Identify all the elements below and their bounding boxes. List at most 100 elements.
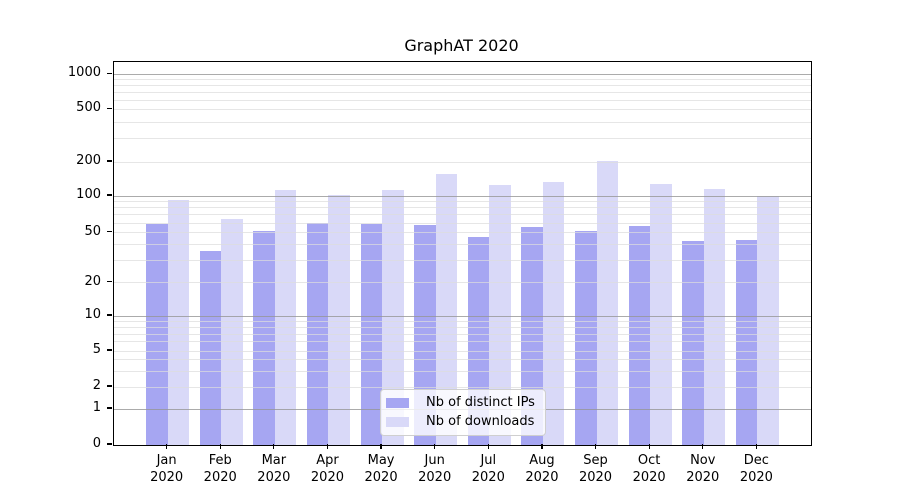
gridline-minor — [114, 341, 811, 343]
y-tick-label: 1 — [92, 400, 101, 415]
y-tick-mark — [107, 407, 112, 409]
y-tick-mark — [107, 443, 112, 445]
x-tick-label-year: 2020 — [686, 470, 720, 485]
gridline-minor — [114, 79, 811, 81]
x-tick-label: Sep 2020 — [564, 452, 628, 486]
x-tick-label: Apr 2020 — [295, 452, 359, 486]
x-tick-label: Oct 2020 — [617, 452, 681, 486]
bar-downloads — [382, 190, 404, 445]
gridline-minor — [114, 214, 811, 216]
y-tick-label: 10 — [84, 307, 101, 323]
x-tick-label: Feb 2020 — [188, 452, 252, 486]
gridline-minor — [114, 350, 811, 352]
x-tick-label-year: 2020 — [150, 470, 184, 485]
gridline-minor — [114, 138, 811, 140]
gridline-minor — [114, 260, 811, 262]
x-tick-label-month: Jul — [480, 453, 497, 468]
y-tick-label: 500 — [76, 100, 101, 116]
x-tick-label-month: Sep — [583, 453, 608, 468]
bar-downloads — [328, 195, 350, 445]
x-tick-label: Jul 2020 — [456, 452, 520, 486]
gridline-minor — [114, 161, 811, 163]
legend-item-downloads: Nb of downloads — [386, 414, 535, 430]
y-tick-label: 200 — [76, 153, 101, 169]
gridline-minor — [114, 99, 811, 101]
bar-downloads — [489, 185, 511, 445]
x-tick-label: Nov 2020 — [671, 452, 735, 486]
bar-downloads — [596, 160, 619, 445]
gridline-minor — [114, 91, 811, 93]
gridline-major — [114, 195, 811, 197]
x-tick-label-year: 2020 — [203, 470, 237, 485]
x-tick-label: Jan 2020 — [135, 452, 199, 486]
y-tick-label: 1000 — [67, 65, 101, 81]
y-tick-label: 5 — [92, 342, 101, 358]
bar-downloads — [757, 196, 779, 445]
gridline-minor — [114, 222, 811, 224]
x-tick-label-year: 2020 — [310, 470, 344, 485]
gridline-minor — [114, 201, 811, 203]
gridline-minor — [114, 232, 811, 234]
y-tick-label: 20 — [84, 273, 101, 289]
y-tick-mark — [107, 349, 112, 351]
x-tick-label-month: Oct — [637, 453, 661, 468]
x-tick-label: Mar 2020 — [242, 452, 306, 486]
gridline-minor — [114, 320, 811, 322]
bar-downloads — [274, 190, 297, 445]
x-tick-label-month: Mar — [261, 453, 287, 468]
gridline-minor — [114, 85, 811, 87]
gridline-minor — [114, 333, 811, 335]
gridline-major — [114, 315, 811, 317]
x-tick-label: May 2020 — [349, 452, 413, 486]
y-tick-label: 0 — [92, 436, 101, 451]
x-tick-label-month: Nov — [690, 453, 716, 468]
x-tick-label-year: 2020 — [525, 470, 559, 485]
bar-distinct-ips — [628, 225, 651, 445]
gridline-minor — [114, 386, 811, 388]
x-tick-label-year: 2020 — [364, 470, 398, 485]
gridline-major — [114, 73, 811, 75]
bar-distinct-ips — [199, 250, 222, 445]
bar-downloads — [650, 184, 672, 445]
bar-downloads — [542, 182, 565, 445]
x-tick-label: Dec 2020 — [724, 452, 788, 486]
legend-item-distinct-ips: Nb of distinct IPs — [386, 395, 535, 411]
gridline-minor — [114, 359, 811, 361]
bar-distinct-ips — [575, 230, 597, 445]
bar-downloads — [221, 218, 243, 445]
bar-downloads — [435, 173, 458, 445]
y-tick-mark — [107, 281, 112, 283]
y-tick-mark — [107, 107, 112, 109]
x-tick-label: Jun 2020 — [403, 452, 467, 486]
plot-area: Nb of distinct IPs Nb of downloads — [113, 61, 812, 446]
legend-label-distinct-ips: Nb of distinct IPs — [426, 395, 535, 410]
x-tick-label-year: 2020 — [471, 470, 505, 485]
chart-title: GraphAT 2020 — [404, 36, 519, 55]
y-tick-mark — [107, 314, 112, 316]
x-tick-label-month: May — [367, 453, 395, 468]
x-tick-label-year: 2020 — [632, 470, 666, 485]
x-tick-label-month: Jun — [424, 453, 445, 468]
gridline-minor — [114, 326, 811, 328]
legend: Nb of distinct IPs Nb of downloads — [380, 389, 546, 436]
bar-downloads — [703, 188, 726, 445]
bar-distinct-ips — [253, 230, 275, 445]
legend-swatch-distinct-ips — [386, 397, 409, 409]
y-tick-label: 100 — [76, 187, 101, 203]
gridline-minor — [114, 282, 811, 284]
y-tick-mark — [107, 385, 112, 387]
x-tick-label-year: 2020 — [578, 470, 613, 485]
legend-label-downloads: Nb of downloads — [426, 414, 535, 429]
bar-distinct-ips — [682, 240, 704, 445]
x-tick-label-year: 2020 — [739, 470, 773, 485]
y-tick-mark — [107, 231, 112, 233]
gridline-minor — [114, 370, 811, 372]
bar-downloads — [167, 200, 190, 445]
x-tick-label-year: 2020 — [257, 470, 291, 485]
legend-swatch-downloads — [386, 416, 409, 428]
x-tick-label-month: Apr — [316, 453, 339, 468]
x-tick-label-year: 2020 — [418, 470, 452, 485]
gridline-minor — [114, 121, 811, 123]
y-tick-mark — [107, 160, 112, 162]
